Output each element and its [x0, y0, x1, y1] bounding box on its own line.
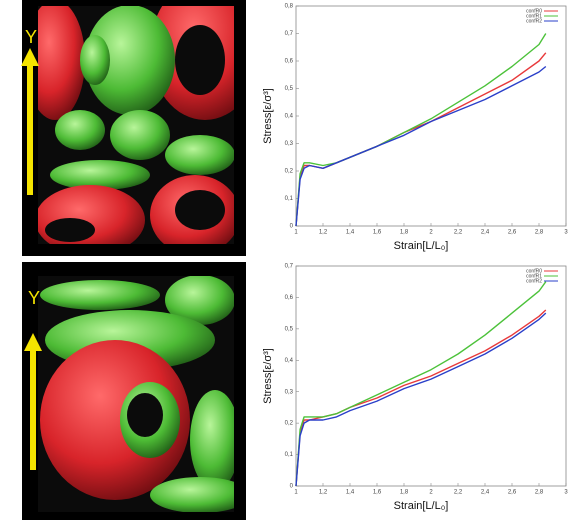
y-tick-label: 0,6 — [285, 295, 294, 301]
y-axis-label: Stress[ε/σ³] — [262, 88, 274, 144]
data-line — [295, 281, 547, 487]
x-tick-label: 2,2 — [454, 490, 463, 496]
y-tick-label: 0,2 — [285, 421, 294, 427]
legend-label: confR1 — [526, 13, 542, 19]
x-tick-label: 1,6 — [373, 490, 382, 496]
y-tick-label: 0,7 — [285, 264, 294, 270]
x-tick-label: 1,2 — [319, 490, 328, 496]
x-axis-label: Strain[L/L₀] — [394, 240, 449, 252]
x-tick-label: 2,6 — [508, 490, 517, 496]
legend-label: confR0 — [526, 8, 542, 14]
y-tick-label: 0,8 — [285, 4, 294, 10]
x-tick-label: 2 — [429, 490, 433, 496]
y-tick-label: 0,7 — [285, 31, 294, 37]
y-tick-label: 0,4 — [285, 114, 294, 120]
y-tick-label: 0,1 — [285, 196, 294, 202]
x-tick-label: 1 — [294, 490, 298, 496]
y-tick-label: 0,5 — [285, 326, 294, 332]
legend-label: confR1 — [526, 273, 542, 279]
x-tick-label: 2,4 — [481, 490, 490, 496]
y-tick-label: 0,2 — [285, 169, 294, 175]
x-tick-label: 2,4 — [481, 230, 490, 236]
x-tick-label: 2,6 — [508, 230, 517, 236]
x-tick-label: 1,8 — [400, 230, 409, 236]
x-tick-label: 1 — [294, 230, 298, 236]
x-axis-label: Strain[L/L₀] — [394, 500, 449, 512]
x-tick-label: 1,6 — [373, 230, 382, 236]
y-tick-label: 0,6 — [285, 59, 294, 65]
x-tick-label: 2,2 — [454, 230, 463, 236]
legend-label: confR2 — [526, 18, 542, 24]
x-tick-label: 1,4 — [346, 490, 355, 496]
y-tick-label: 0,3 — [285, 389, 294, 395]
y-tick-label: 0,5 — [285, 86, 294, 92]
y-axis-label: Stress[ε/σ³] — [262, 348, 274, 404]
legend-label: confR2 — [526, 278, 542, 284]
x-tick-label: 2,8 — [535, 490, 544, 496]
x-tick-label: 1,4 — [346, 230, 355, 236]
data-line — [295, 309, 547, 487]
x-tick-label: 3 — [564, 230, 568, 236]
x-tick-label: 3 — [564, 490, 568, 496]
x-tick-label: 2 — [429, 230, 433, 236]
legend-label: confR0 — [526, 268, 542, 274]
y-tick-label: 0,4 — [285, 358, 294, 364]
y-tick-label: 0,1 — [285, 452, 294, 458]
data-line — [295, 312, 547, 487]
y-tick-label: 0 — [290, 224, 294, 230]
x-tick-label: 1,2 — [319, 230, 328, 236]
plot-frame — [295, 5, 567, 227]
data-line — [295, 33, 547, 227]
x-tick-label: 1,8 — [400, 490, 409, 496]
y-tick-label: 0,3 — [285, 141, 294, 147]
y-tick-label: 0 — [290, 484, 294, 490]
axis-label: Y — [25, 27, 37, 47]
axis-label: Y — [28, 288, 40, 308]
render-top: Y — [21, 0, 246, 256]
data-line — [295, 52, 547, 227]
data-line — [295, 65, 547, 227]
x-tick-label: 2,8 — [535, 230, 544, 236]
render-bottom: Y — [22, 262, 246, 520]
